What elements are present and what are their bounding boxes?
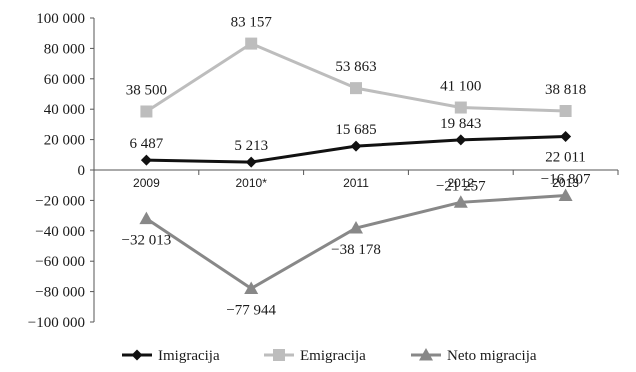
data-label: 41 100 [440,79,481,95]
legend-marker [131,349,143,361]
x-tick-label: 2009 [133,176,160,190]
y-axis-ticks: 100 000 80 000 60 000 40 000 20 000 0 −20 000 −… [28,11,94,331]
data-point-2-1 [244,281,259,294]
legend: Imigracija Emigracija Neto migracija [122,348,537,364]
data-label: 5 213 [234,138,268,154]
data-point-1-2 [350,82,362,95]
y-tick-label: 0 [78,163,86,179]
data-label: 53 863 [335,59,376,75]
legend-marker [273,349,285,361]
series-line-1 [145,42,566,113]
y-tick-label: −40 000 [35,224,85,240]
data-point-0-4 [560,131,572,143]
y-tick-label: −80 000 [35,285,85,301]
x-tick-label: 2011 [343,176,369,190]
data-point-0-0 [140,154,152,166]
legend-label: Neto migracija [447,348,537,364]
data-point-1-1 [245,37,258,50]
data-label: 38 500 [126,82,167,98]
data-label: 19 843 [440,116,481,132]
y-tick-label: 20 000 [44,133,85,149]
y-tick-label: −60 000 [35,254,85,270]
x-tick-label: 2010* [236,176,268,190]
y-tick-label: 80 000 [44,41,85,57]
data-point-2-2 [349,221,363,234]
data-label: 6 487 [130,136,164,152]
data-point-1-4 [559,104,572,117]
y-tick-label: −20 000 [35,193,85,209]
data-labels: 6 487 5 213 15 685 19 843 22 011 38 500 83 157… [122,15,591,319]
legend-marker [419,348,433,361]
data-label: 22 011 [545,150,586,166]
data-point-0-1 [245,156,257,168]
data-label: −16 807 [541,172,591,188]
data-label: 38 818 [545,82,586,98]
data-point-2-0 [139,211,154,225]
series-group [139,37,573,294]
y-tick-label: 60 000 [44,72,85,88]
y-tick-label: 40 000 [44,102,85,118]
legend-label: Imigracija [158,348,220,364]
data-point-0-3 [455,134,467,146]
data-label: 83 157 [231,15,273,31]
x-tick-label: 2013 [552,176,579,190]
data-point-2-3 [453,195,468,208]
data-label: 15 685 [335,122,376,138]
x-axis-ticks: 2009 2010* 2011 2012 2013 [93,170,619,190]
x-tick-label: 2012 [447,176,474,190]
y-tick-label: 100 000 [36,11,85,27]
data-point-1-0 [140,105,153,118]
data-point-1-3 [454,101,467,114]
data-label: −32 013 [122,233,172,249]
data-point-2-4 [558,188,573,202]
data-label: −21 257 [436,178,486,194]
data-label: −77 944 [226,302,276,318]
data-label: −38 178 [331,242,381,258]
y-tick-label: −100 000 [28,315,85,331]
legend-label: Emigracija [300,348,366,364]
data-point-0-2 [350,140,362,152]
